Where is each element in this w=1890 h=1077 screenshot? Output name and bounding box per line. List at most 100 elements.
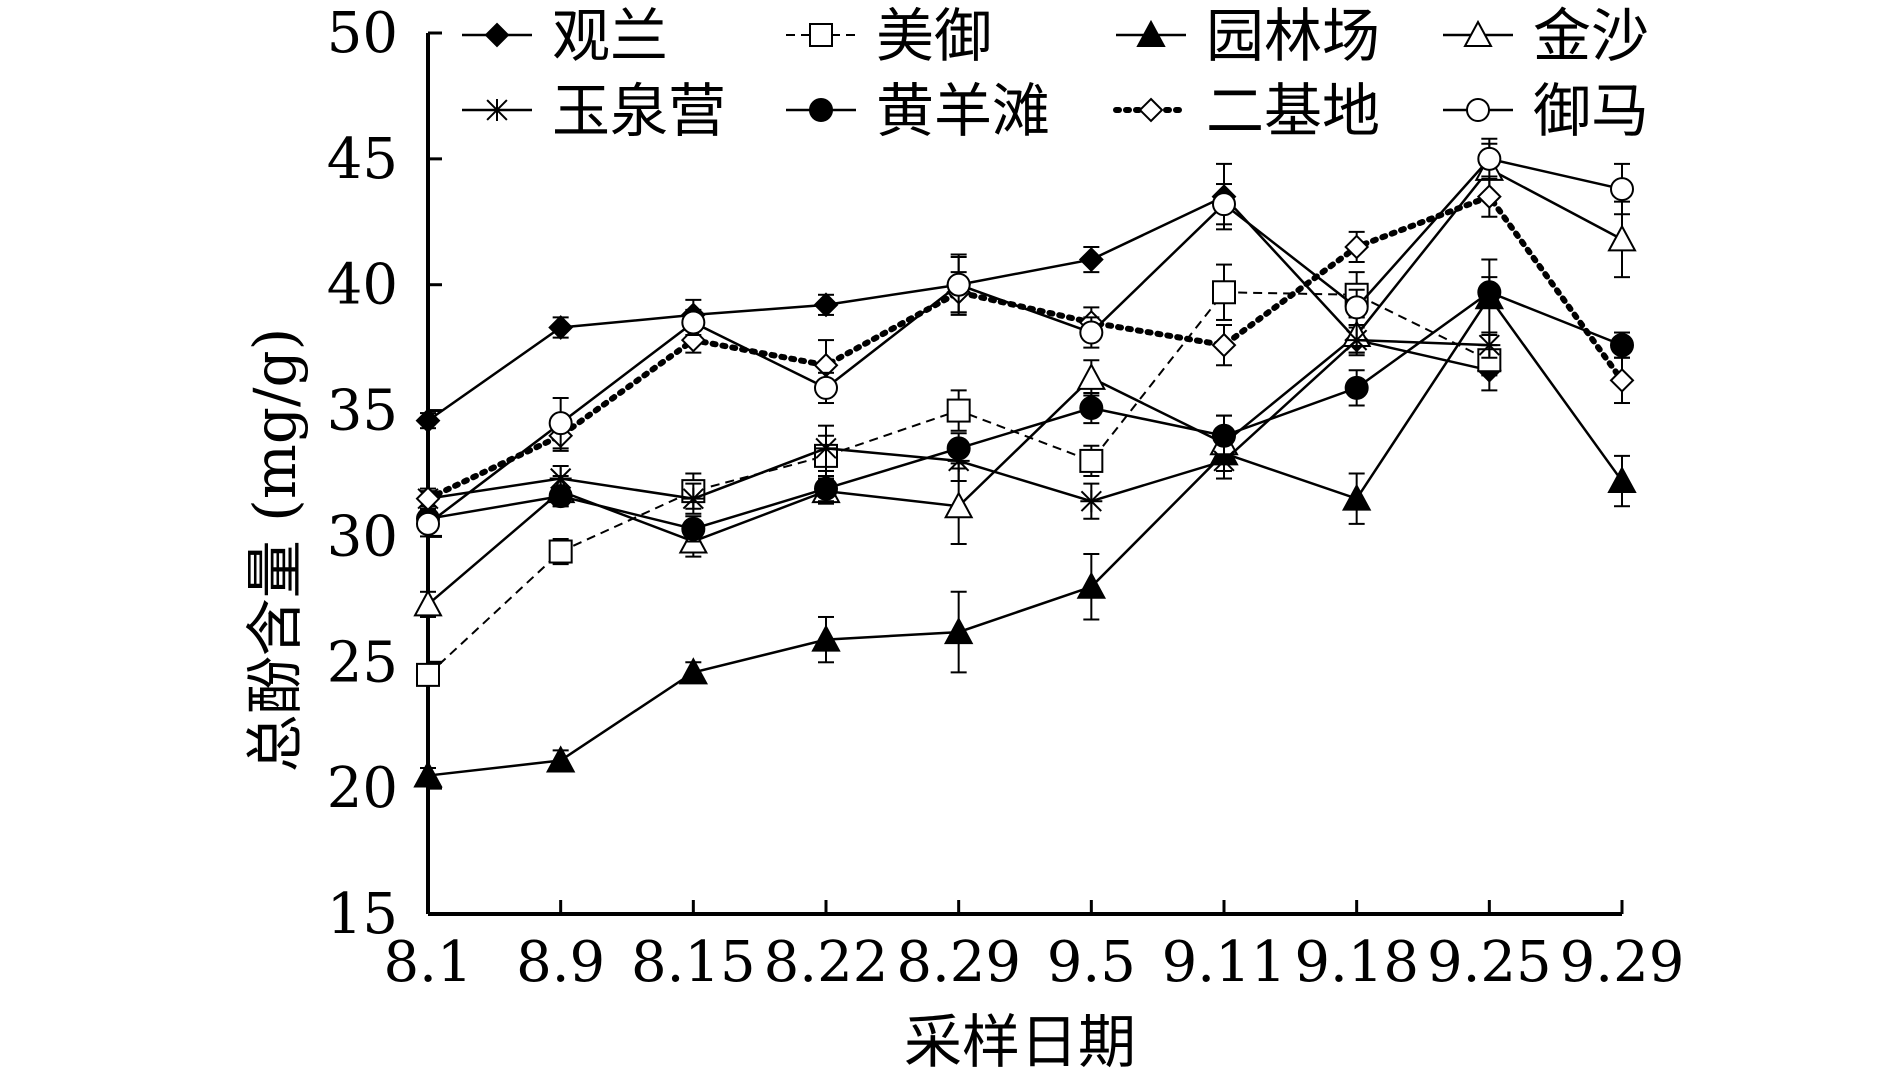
x-tick-label: 9.25 [1427,930,1552,995]
series-6 [416,276,1634,543]
legend-label: 美御 [876,2,992,70]
legend-item-4: 金沙 [1443,2,1649,70]
series-8 [416,137,1634,538]
legend-label: 玉泉营 [552,77,726,145]
data-point [548,315,574,340]
x-axis-title: 采样日期 [904,1008,1136,1076]
data-point [681,516,706,541]
legend-marker [809,23,833,47]
data-point [416,511,440,536]
data-point [1212,423,1236,448]
data-point [814,476,838,501]
data-point [943,616,974,645]
y-tick-label: 45 [327,127,398,192]
y-axis-title: 总酚含量 (mg/g) [241,328,309,773]
data-point [1079,320,1104,345]
data-point [946,436,971,461]
data-point [1080,490,1103,513]
data-point [415,408,441,434]
series-2 [416,263,1502,687]
data-point [682,487,705,510]
data-point [1345,329,1368,352]
data-point [1610,333,1634,358]
data-point [1213,449,1235,472]
data-point [1076,362,1107,390]
legend-label: 观兰 [552,2,668,70]
series-layer [413,137,1637,788]
data-point [1609,367,1635,393]
data-point [1344,375,1369,400]
series-line [427,157,1623,525]
x-tick-label: 8.22 [764,930,889,995]
y-tick-label: 50 [327,1,398,66]
data-point [1341,483,1372,511]
legend-label: 黄羊滩 [876,77,1050,145]
legend-item-7: 二基地 [1113,77,1380,145]
x-tick-label: 8.1 [383,930,472,995]
x-tick-label: 9.18 [1294,930,1419,995]
data-point [1344,295,1369,320]
data-point [413,589,443,617]
data-point [681,310,706,335]
x-tick-label: 9.5 [1047,930,1136,995]
x-tick-label: 8.15 [631,930,756,995]
data-point [1212,192,1236,217]
data-point [1344,234,1370,260]
x-tick-label: 8.29 [896,930,1021,995]
data-point [946,272,971,297]
data-point [1607,465,1637,494]
legend-item-3: 园林场 [1116,2,1380,70]
series-line [425,192,1625,502]
series-3 [413,258,1637,788]
axes: 15 20 25 30 35 40 45 50 8.1 8.9 8.15 8.22 8.29 9.5 9.1… [327,1,1685,995]
legend-item-2: 美御 [786,2,992,70]
data-point [815,437,837,460]
x-tick-label: 8.9 [516,930,605,995]
legend-label: 御马 [1533,77,1649,145]
y-tick-label: 40 [327,253,398,318]
data-point [1477,146,1502,171]
data-point [1078,247,1104,272]
data-point [1211,332,1237,358]
legend-marker [484,22,510,48]
legend-marker [809,98,833,122]
legend-item-5: 玉泉营 [462,77,726,145]
y-tick-label: 30 [327,504,398,569]
data-point [811,624,841,652]
data-point [1476,184,1502,210]
series-line [427,290,1623,531]
data-point [416,662,440,687]
data-point [1212,280,1236,305]
data-point [548,539,573,564]
data-point [545,745,576,773]
series-4 [413,142,1637,618]
legend-label: 二基地 [1206,77,1380,145]
series-line [427,295,1624,777]
data-point [415,486,441,512]
x-tick-label: 9.11 [1162,930,1287,995]
legend-item-8: 御马 [1443,77,1649,145]
data-point [548,484,573,509]
y-tick-label: 15 [327,882,398,947]
data-point [1477,280,1502,305]
data-point [1478,334,1501,357]
data-point [1610,177,1634,202]
legend-marker [1138,97,1164,123]
series-line [427,167,1623,606]
x-tick-label: 9.29 [1560,930,1685,995]
legend-marker [1466,98,1490,122]
legend-marker [1463,19,1493,47]
data-point [943,491,974,519]
legend-label: 金沙 [1533,2,1649,70]
y-tick-label: 25 [327,630,398,695]
legend-label: 园林场 [1206,2,1380,70]
legend-marker [486,99,508,121]
data-point [548,411,573,436]
data-point [1076,571,1107,599]
data-point [813,292,839,318]
data-point [1607,224,1637,252]
legend-item-6: 黄羊滩 [786,77,1050,145]
legend-marker [1136,19,1166,47]
